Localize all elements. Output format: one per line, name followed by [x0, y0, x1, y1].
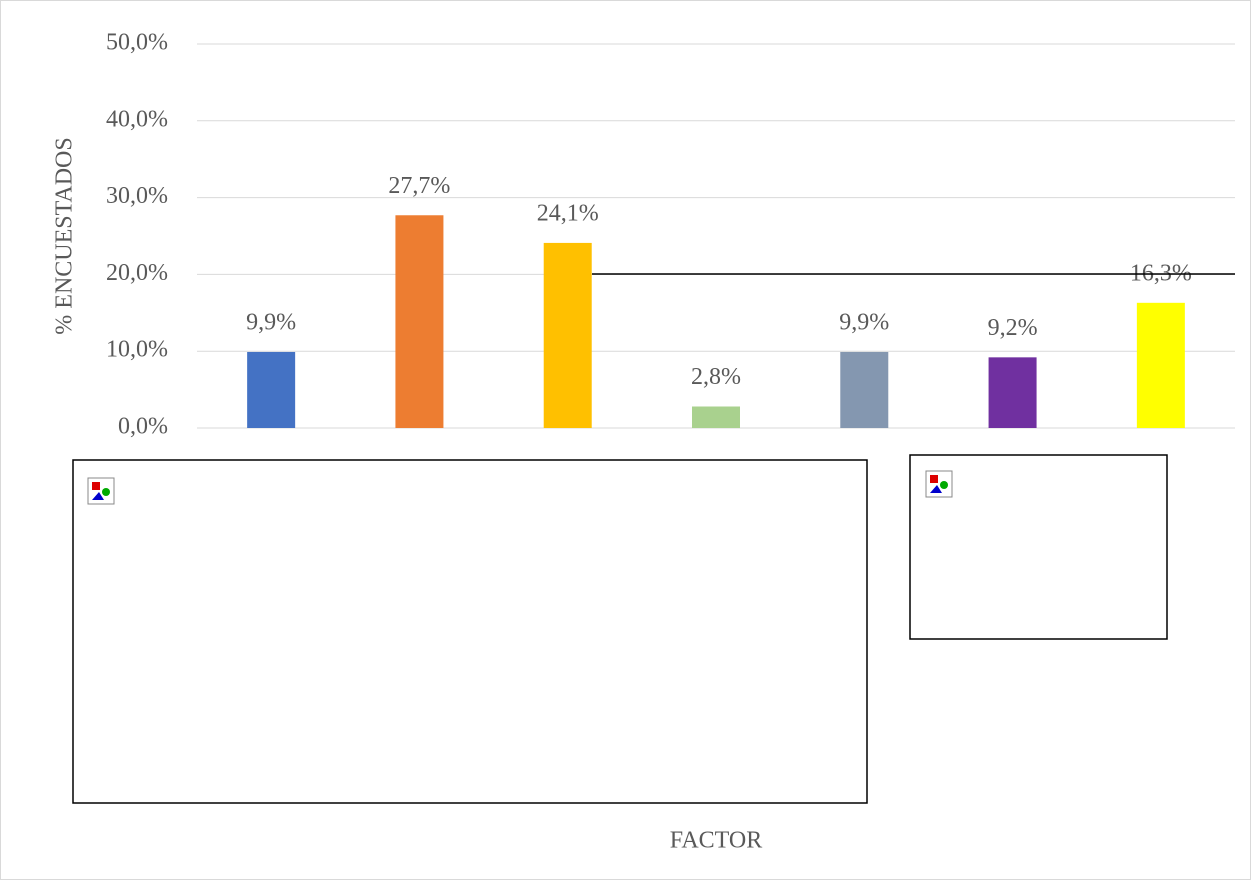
- y-tick-label: 10,0%: [106, 337, 168, 363]
- x-axis-label: FACTOR: [670, 828, 762, 854]
- value-label: 9,9%: [839, 309, 889, 335]
- value-label: 24,1%: [537, 200, 599, 226]
- bar: [1136, 302, 1185, 428]
- y-tick-label: 50,0%: [106, 30, 168, 56]
- bar: [692, 406, 740, 428]
- y-tick-label: 40,0%: [106, 106, 168, 132]
- bar: [395, 215, 444, 428]
- broken-image-box: [909, 454, 1168, 640]
- y-tick-label: 0,0%: [118, 414, 168, 440]
- value-label: 9,9%: [246, 309, 296, 335]
- y-axis-label: % ENCUESTADOS: [52, 137, 78, 334]
- value-label: 9,2%: [988, 315, 1038, 341]
- value-label: 27,7%: [388, 173, 450, 199]
- bar: [543, 242, 592, 428]
- bar: [840, 351, 889, 428]
- value-label: 2,8%: [691, 364, 741, 390]
- bar: [247, 351, 296, 428]
- bar: [988, 357, 1037, 428]
- plot: 0,0% 10,0% 20,0% 30,0% 40,0% 50,0% 9,9% 27,7% 24…: [106, 30, 1235, 440]
- y-tick-label: 30,0%: [106, 183, 168, 209]
- broken-image-icon: [87, 477, 115, 505]
- broken-image-icon: [925, 470, 953, 498]
- broken-image-box: [72, 459, 868, 804]
- y-tick-label: 20,0%: [106, 260, 168, 286]
